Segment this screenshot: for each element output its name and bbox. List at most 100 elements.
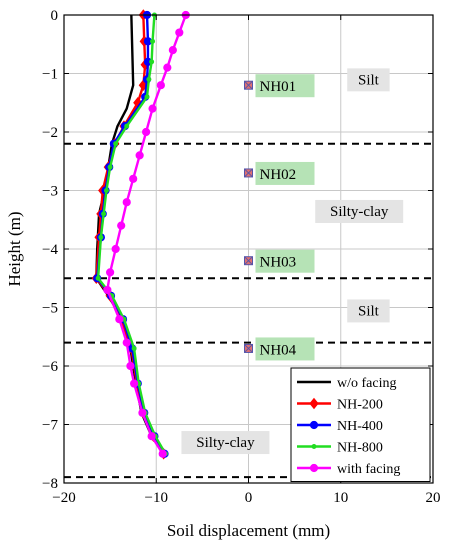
data-point bbox=[130, 379, 139, 388]
legend-entry: w/o facing bbox=[297, 376, 396, 391]
data-point bbox=[309, 420, 319, 430]
data-point bbox=[107, 164, 113, 170]
x-tick-label: 10 bbox=[333, 490, 348, 506]
sensor-label-box bbox=[255, 74, 315, 98]
soil-layer-label: Silty-clay bbox=[181, 431, 270, 455]
y-tick-label: −5 bbox=[42, 301, 58, 317]
soil-label-box bbox=[347, 299, 390, 323]
series-line bbox=[96, 14, 166, 455]
series-line bbox=[95, 14, 165, 455]
soil-label-text: Silt bbox=[358, 303, 380, 319]
sensor-label: NH04 bbox=[260, 342, 297, 358]
x-tick-label: 0 bbox=[245, 490, 253, 506]
legend-label: with facing bbox=[337, 462, 400, 477]
legend-label: NH-400 bbox=[337, 419, 383, 434]
y-tick-label: −3 bbox=[42, 184, 58, 200]
data-point bbox=[168, 46, 177, 55]
data-series bbox=[91, 9, 190, 460]
data-point bbox=[95, 275, 101, 281]
sensor-marker-cross bbox=[244, 80, 253, 90]
data-point bbox=[103, 188, 109, 193]
data-point bbox=[158, 449, 167, 458]
data-point bbox=[309, 397, 319, 410]
legend-entry: NH-400 bbox=[297, 419, 383, 434]
sensor-label: NH03 bbox=[260, 255, 297, 271]
soil-labels: Silt Silty-clay Silt Silty-clay bbox=[181, 68, 404, 455]
data-point bbox=[148, 104, 157, 113]
sensor-annotation: NH02 bbox=[244, 161, 315, 185]
legend-label: NH-200 bbox=[337, 398, 383, 413]
y-tick-label: −1 bbox=[42, 67, 58, 83]
data-point bbox=[111, 244, 120, 254]
legend-label: NH-800 bbox=[337, 441, 383, 456]
data-point bbox=[142, 127, 151, 137]
data-point bbox=[146, 76, 152, 82]
soil-label-text: Silty-clay bbox=[196, 435, 255, 451]
sensor-marker-cross bbox=[244, 168, 253, 178]
data-point bbox=[150, 38, 156, 44]
soil-label-box bbox=[315, 199, 404, 223]
data-point bbox=[144, 94, 150, 100]
data-point bbox=[309, 463, 319, 473]
legend-entry: NH-800 bbox=[297, 441, 383, 456]
sensor-annotation: NH01 bbox=[244, 74, 315, 98]
data-point bbox=[175, 28, 184, 37]
axis-ticks: −20 −10 0 10 20 0 −1 −2 −3 −4 −5 −6 −7 −8 bbox=[42, 8, 440, 506]
data-point bbox=[113, 141, 119, 147]
soil-layer-label: Silt bbox=[347, 299, 390, 323]
series-2 bbox=[93, 10, 169, 458]
series-line bbox=[96, 14, 167, 455]
soil-label-text: Silt bbox=[358, 72, 380, 88]
sensor-label-box bbox=[255, 249, 315, 273]
soil-layer-label: Silty-clay bbox=[315, 199, 404, 223]
data-point bbox=[101, 211, 107, 217]
y-tick-label: −2 bbox=[42, 125, 58, 141]
data-point bbox=[149, 59, 155, 65]
series-0 bbox=[95, 14, 165, 455]
data-point bbox=[103, 285, 112, 295]
series-4 bbox=[103, 10, 190, 458]
soil-label-box bbox=[347, 68, 390, 92]
data-point bbox=[135, 151, 144, 160]
sensor-annotations: NH01 NH02 NH03 NH04 bbox=[244, 74, 315, 361]
series-3 bbox=[95, 12, 168, 457]
y-axis-title: Height (m) bbox=[5, 211, 24, 286]
data-point bbox=[126, 361, 135, 371]
y-tick-label: −7 bbox=[42, 418, 58, 434]
x-tick-label: −10 bbox=[145, 490, 168, 506]
data-point bbox=[124, 123, 130, 129]
legend-entry: NH-200 bbox=[297, 398, 383, 413]
sensor-label-box bbox=[255, 161, 315, 185]
data-point bbox=[106, 268, 115, 277]
sensor-label: NH01 bbox=[260, 79, 297, 95]
y-tick-label: 0 bbox=[51, 8, 59, 24]
data-point bbox=[156, 81, 165, 90]
sensor-marker-cross bbox=[244, 344, 253, 353]
data-point bbox=[122, 338, 131, 347]
sensor-label-box bbox=[255, 337, 315, 361]
legend-label: w/o facing bbox=[337, 376, 396, 391]
soil-label-text: Silty-clay bbox=[330, 204, 389, 220]
x-tick-label: 20 bbox=[426, 490, 441, 506]
data-point bbox=[131, 345, 137, 351]
series-line bbox=[95, 14, 165, 455]
data-point bbox=[138, 408, 147, 417]
data-point bbox=[122, 198, 131, 207]
sensor-annotation: NH04 bbox=[244, 337, 315, 361]
y-tick-label: −6 bbox=[42, 359, 58, 375]
y-tick-label: −4 bbox=[42, 242, 58, 258]
soil-layer-label: Silt bbox=[347, 68, 390, 92]
y-tick-label: −8 bbox=[42, 476, 58, 492]
data-point bbox=[147, 432, 156, 441]
soil-label-box bbox=[181, 431, 270, 455]
legend: w/o facing NH-200 NH-400 NH-800 with facing bbox=[290, 367, 431, 482]
x-tick-label: −20 bbox=[52, 490, 75, 506]
sensor-label: NH02 bbox=[260, 167, 297, 183]
data-point bbox=[115, 315, 124, 324]
sensor-annotation: NH03 bbox=[244, 249, 315, 273]
data-point bbox=[129, 174, 138, 183]
x-axis-title: Soil displacement (mm) bbox=[167, 521, 330, 540]
legend-entry: with facing bbox=[297, 462, 400, 477]
data-point bbox=[163, 63, 172, 72]
